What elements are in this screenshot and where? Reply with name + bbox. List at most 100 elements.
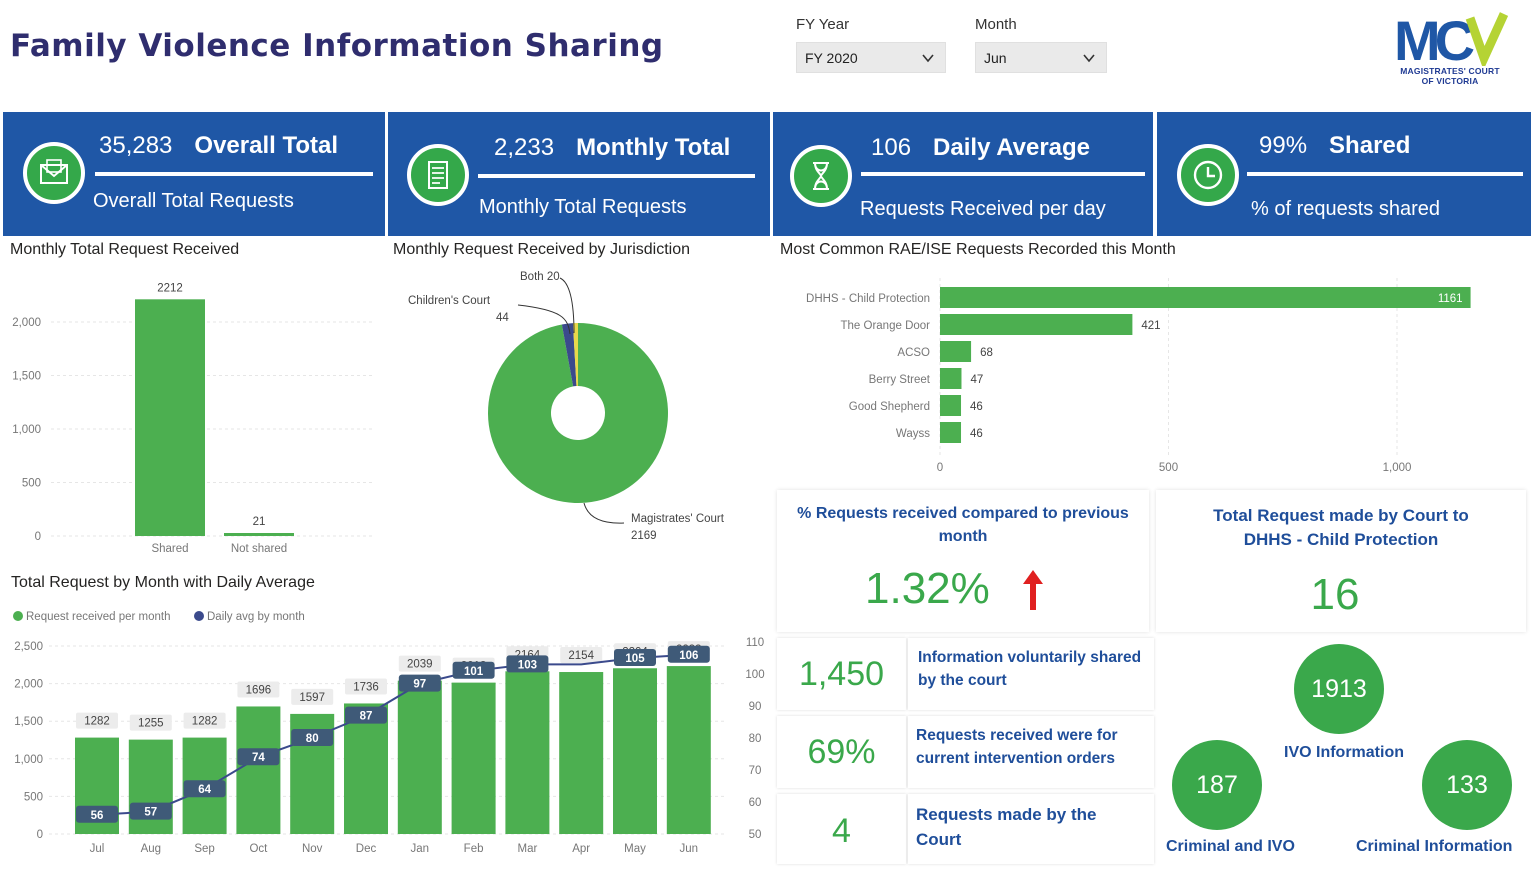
line-label-bg — [76, 805, 118, 823]
stat-value: 69% — [807, 733, 876, 771]
pct-prev-month-value: 1.32% — [865, 564, 990, 613]
hourglass-icon — [790, 145, 852, 207]
bubble-label: IVO Information — [1284, 744, 1404, 761]
chart-jurisdiction: Both 20 Children's Court 44 Magistrates' Co… — [408, 271, 725, 542]
y2-tick-label: 100 — [745, 669, 764, 681]
chart-title: Monthly Request Received by Jurisdiction — [393, 241, 691, 258]
svg-text:MC: MC — [1394, 10, 1474, 66]
data-label-bg — [398, 655, 441, 672]
bar — [344, 703, 388, 834]
month-value: Jun — [984, 49, 1007, 66]
month-label: Month — [975, 16, 1017, 33]
chart-rae-ise-panel: Most Common RAE/ISE Requests Recorded th… — [773, 238, 1531, 483]
x-tick-label: Mar — [517, 843, 537, 855]
chart-monthly-trend: Request received per month Daily avg by m… — [13, 611, 765, 855]
bubbles-panel: 1913 IVO Information 187 Criminal and IV… — [1158, 638, 1531, 864]
legend-marker — [194, 611, 204, 621]
pct-prev-month-card: % Requests received compared to previous… — [777, 490, 1149, 632]
page-title: Family Violence Information Sharing — [10, 28, 664, 64]
data-label-bg — [76, 712, 118, 729]
data-label-bg — [237, 681, 280, 698]
x-tick-label: Jun — [680, 843, 699, 855]
bar — [940, 422, 962, 443]
x-tick-label: Shared — [151, 543, 188, 555]
line-label: 74 — [252, 752, 265, 764]
stat-text: Requests received were for current inter… — [916, 727, 1118, 767]
y2-tick-label: 70 — [749, 765, 762, 777]
chevron-down-icon — [1083, 53, 1095, 62]
bar — [128, 739, 173, 834]
chart-title: Total Request by Month with Daily Averag… — [11, 574, 315, 591]
bar — [135, 299, 205, 536]
slice-label: Both 20 — [520, 271, 560, 283]
kpi-daily-average: 106 Daily Average Requests Received per d… — [773, 112, 1153, 236]
data-label: 421 — [1141, 320, 1160, 332]
kpi-divider — [1247, 172, 1523, 176]
slice-label: Magistrates' Court — [631, 513, 725, 525]
chart-monthly-total-panel: Monthly Total Request Received 0 500 1,000… — [3, 238, 383, 568]
bar — [397, 680, 442, 834]
y-tick-label: Good Shepherd — [849, 401, 930, 413]
x-tick-label: May — [624, 843, 646, 855]
month-dropdown[interactable]: Jun — [975, 42, 1107, 73]
data-label-bg — [129, 714, 172, 731]
x-tick-label: Sep — [194, 843, 214, 855]
y-tick-label: 1,500 — [14, 716, 43, 728]
bar — [940, 395, 962, 416]
bar — [559, 672, 604, 834]
bar — [613, 668, 657, 834]
kpi-main: 106 Daily Average — [871, 134, 1091, 161]
y-tick-label: 0 — [35, 531, 41, 543]
bar — [451, 682, 496, 834]
data-label: 46 — [970, 401, 983, 413]
data-label: 1597 — [299, 692, 325, 704]
fy-year-value: FY 2020 — [805, 49, 858, 66]
kpi-divider — [861, 172, 1145, 176]
bar — [505, 671, 550, 834]
kpi-overall-total: 35,283 Overall Total Overall Total Reques… — [3, 112, 385, 236]
data-label: 1282 — [192, 716, 218, 728]
fy-year-dropdown[interactable]: FY 2020 — [796, 42, 946, 73]
legend-label: Daily avg by month — [207, 611, 305, 623]
legend-label: Request received per month — [26, 611, 170, 623]
stat-text-cell: Information voluntarily shared by the co… — [908, 638, 1154, 710]
stat-text-cell: Requests received were for current inter… — [908, 716, 1154, 788]
stat-text: Information voluntarily shared by the co… — [918, 649, 1142, 689]
bar — [940, 368, 962, 389]
x-tick-label: 500 — [1159, 462, 1178, 474]
line-label-bg — [614, 649, 656, 666]
stat-value-cell: 4 — [777, 794, 906, 864]
leader-line — [583, 502, 625, 524]
line-label-bg — [506, 655, 549, 673]
chart-title: Monthly Total Request Received — [10, 241, 240, 258]
bar — [940, 341, 972, 362]
chart-monthly-total: 0 500 1,000 1,500 2,000 2212 Shared 21 Not share… — [12, 282, 375, 555]
x-tick-label: Nov — [302, 843, 323, 855]
kpi-subtitle: Overall Total Requests — [93, 190, 294, 212]
bar — [224, 533, 294, 536]
data-label: 1696 — [246, 684, 272, 696]
kpi-monthly-total: 2,233 Monthly Total Monthly Total Request… — [388, 112, 770, 236]
donut-slice — [488, 323, 668, 503]
kpi-subtitle: Requests Received per day — [860, 198, 1106, 220]
stat-value-cell: 69% — [777, 716, 906, 788]
bubble-label: Criminal Information — [1356, 838, 1513, 855]
kpi-divider — [478, 174, 755, 178]
kpi-divider — [95, 172, 373, 176]
donut-slice — [572, 323, 578, 387]
donut-slice — [561, 323, 577, 387]
bar — [940, 287, 1471, 308]
x-tick-label: 0 — [937, 462, 943, 474]
y2-tick-label: 90 — [749, 701, 762, 713]
line-label: 97 — [413, 679, 426, 691]
line-label-bg — [183, 780, 226, 798]
slice-value: 2169 — [631, 530, 657, 542]
y-tick-label: 1,500 — [12, 371, 41, 383]
stat-text-cell: Requests made by the Court — [908, 794, 1154, 864]
line-label-bg — [237, 748, 280, 766]
stat-value: 4 — [832, 812, 851, 850]
data-label: 21 — [253, 516, 266, 528]
pct-prev-month-title: % Requests received compared to previous… — [797, 505, 1129, 545]
line-label-bg — [345, 706, 387, 724]
line-label: 80 — [306, 733, 319, 745]
